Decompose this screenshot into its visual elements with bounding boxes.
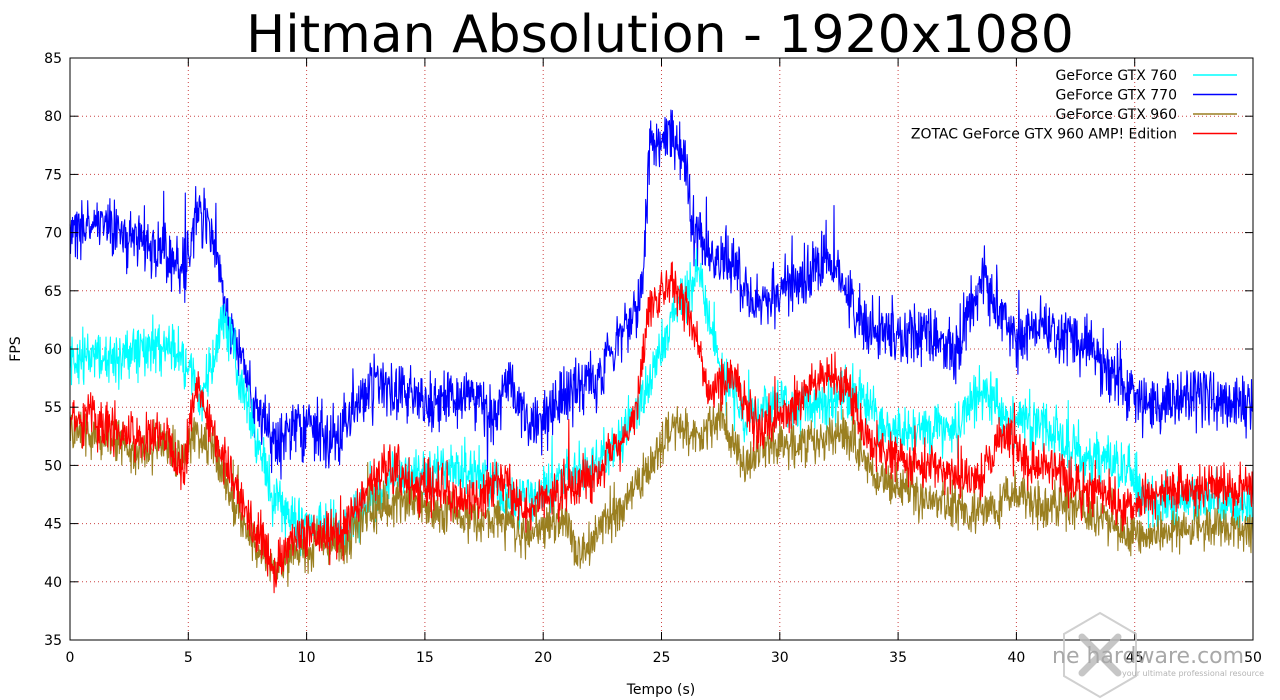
y-tick-label: 80 (44, 109, 62, 125)
y-tick-label: 70 (44, 226, 62, 242)
legend-label: GeForce GTX 760 (1056, 68, 1177, 84)
series-line (69, 109, 1254, 480)
y-tick-labels: 35 40 45 50 55 60 65 70 75 80 85 (44, 51, 62, 649)
legend-label: GeForce GTX 770 (1056, 88, 1177, 104)
y-tick-label: 40 (44, 575, 62, 591)
watermark-logo-icon (1063, 611, 1137, 699)
y-tick-label: 60 (44, 342, 62, 358)
x-tick-label: 45 (1126, 650, 1144, 666)
series-line (69, 248, 1254, 560)
y-tick-label: 35 (44, 633, 62, 649)
x-tick-label: 0 (66, 650, 75, 666)
y-tick-label: 65 (44, 284, 62, 300)
y-tick-label: 50 (44, 458, 62, 474)
watermark: ne hardware.com your ultimate profession… (1052, 611, 1264, 699)
y-tick-label: 85 (44, 51, 62, 67)
x-tick-label: 30 (771, 650, 789, 666)
watermark-logo-text: ne hardware.com (1052, 644, 1244, 669)
axis-ticks (69, 57, 1254, 641)
series-line (69, 261, 1254, 594)
x-tick-label: 15 (416, 650, 434, 666)
series-layer (69, 109, 1254, 594)
x-axis-label: Tempo (s) (626, 682, 696, 698)
x-tick-label: 50 (1244, 650, 1262, 666)
legend: GeForce GTX 760 GeForce GTX 770 GeForce GT… (911, 68, 1237, 143)
y-tick-label: 55 (44, 400, 62, 416)
legend-label: GeForce GTX 960 (1056, 107, 1177, 123)
x-tick-label: 10 (298, 650, 316, 666)
x-tick-label: 20 (534, 650, 552, 666)
x-tick-label: 40 (1007, 650, 1025, 666)
watermark-tagline: your ultimate professional resource (1122, 669, 1264, 678)
x-tick-label: 5 (184, 650, 193, 666)
chart-title: Hitman Absolution - 1920x1080 (246, 5, 1074, 65)
y-axis-label: FPS (8, 336, 24, 361)
y-tick-label: 75 (44, 167, 62, 183)
x-tick-label: 25 (653, 650, 671, 666)
x-tick-labels: 0 5 10 15 20 25 30 35 40 45 50 (66, 650, 1262, 666)
legend-label: ZOTAC GeForce GTX 960 AMP! Edition (911, 127, 1177, 143)
y-tick-label: 45 (44, 517, 62, 533)
x-tick-label: 35 (889, 650, 907, 666)
